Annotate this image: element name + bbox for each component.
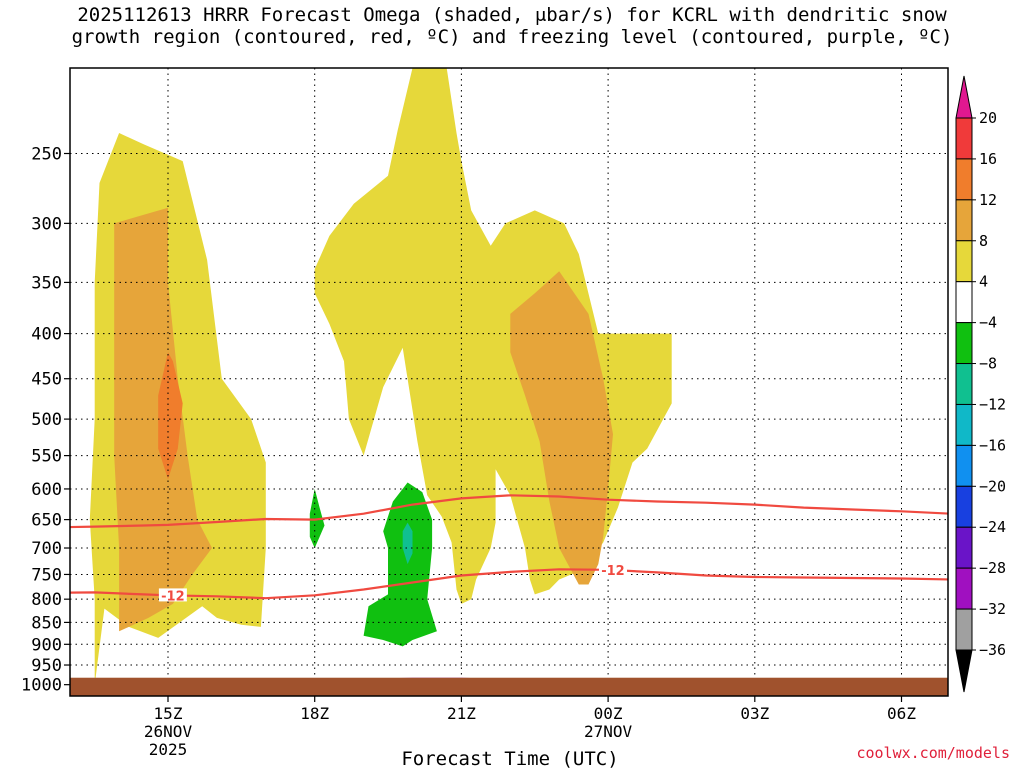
colorbar-label-10: −24 (979, 518, 1006, 536)
colorbar-swatch-8 (955, 444, 973, 487)
contour-label-1a: -12 (161, 589, 185, 604)
y-tick-label-950: 950 (31, 656, 62, 676)
x-tick-label-00Z: 00Z (594, 704, 623, 723)
y-tick-label-250: 250 (31, 144, 62, 164)
colorbar-swatch-11 (955, 567, 973, 610)
contour-label-bg-1a (158, 588, 187, 602)
colorbar-bottom-arrow (955, 649, 973, 693)
y-tick-label-300: 300 (31, 214, 62, 234)
contour-label-1b: -12 (601, 564, 625, 579)
colorbar-label-0: 20 (979, 109, 997, 127)
colorbar-swatch-5 (955, 322, 973, 365)
y-tick-label-1000: 1000 (21, 676, 62, 696)
x-tick-label-06Z: 06Z (887, 704, 916, 723)
colorbar-label-11: −28 (979, 559, 1006, 577)
colorbar-label-7: −12 (979, 395, 1006, 413)
colorbar-label-5: −4 (979, 314, 997, 332)
colorbar-swatch-3 (955, 240, 973, 283)
colorbar-label-3: 8 (979, 232, 988, 250)
x-tick-label-21Z: 21Z (447, 704, 476, 723)
x-tick-label-15Z: 15Z (154, 704, 183, 723)
y-tick-label-750: 750 (31, 565, 62, 585)
y-tick-label-500: 500 (31, 410, 62, 430)
colorbar-swatch-7 (955, 403, 973, 446)
x-tick-label-18Z: 18Z (300, 704, 329, 723)
y-tick-label-350: 350 (31, 273, 62, 293)
colorbar-label-6: −8 (979, 355, 997, 373)
y-tick-label-800: 800 (31, 590, 62, 610)
credit-text: coolwx.com/models (856, 744, 1010, 762)
colorbar-label-1: 16 (979, 150, 997, 168)
plot-frame (69, 67, 949, 697)
y-tick-label-700: 700 (31, 539, 62, 559)
colorbar-swatch-6 (955, 363, 973, 405)
dgz-contour-0 (70, 494, 948, 529)
colorbar-top-arrow (955, 75, 973, 119)
colorbar-label-8: −16 (979, 436, 1006, 454)
colorbar-swatch-0 (955, 117, 973, 160)
y-tick-label-600: 600 (31, 480, 62, 500)
colorbar-label-13: −36 (979, 641, 1006, 659)
omega-region-1 (314, 68, 672, 604)
colorbar-swatch-2 (955, 199, 973, 242)
y-tick-label-850: 850 (31, 613, 62, 633)
chart-title-line-1: 2025112613 HRRR Forecast Omega (shaded, … (77, 4, 947, 26)
x-axis-label: Forecast Time (UTC) (401, 748, 618, 768)
colorbar-label-9: −20 (979, 477, 1006, 495)
x-tick-label-03Z: 03Z (740, 704, 769, 723)
terrain-surface (70, 677, 948, 696)
y-tick-label-900: 900 (31, 635, 62, 655)
colorbar-swatch-12 (955, 608, 973, 651)
omega-region-6 (402, 522, 413, 565)
x-tick-sublabel-15Z-0: 26NOV (144, 722, 193, 741)
colorbar-swatch-1 (955, 158, 973, 201)
chart-title: 2025112613 HRRR Forecast Omega (shaded, … (0, 4, 1024, 48)
omega-region-5 (363, 482, 437, 647)
y-tick-label-650: 650 (31, 511, 62, 531)
colorbar-swatch-4 (955, 281, 973, 324)
colorbar-swatch-10 (955, 526, 973, 569)
colorbar-label-4: 4 (979, 273, 988, 291)
colorbar-label-2: 12 (979, 191, 997, 209)
y-tick-label-450: 450 (31, 370, 62, 390)
y-tick-label-550: 550 (31, 447, 62, 467)
y-tick-label-400: 400 (31, 325, 62, 345)
chart-title-line-2: growth region (contoured, red, ºC) and f… (71, 26, 953, 48)
colorbar-label-12: −32 (979, 600, 1006, 618)
omega-region-4 (158, 352, 183, 480)
colorbar-swatch-9 (955, 485, 973, 528)
contour-label-bg-1b (598, 563, 627, 577)
omega-region-3 (510, 271, 613, 585)
x-tick-sublabel-15Z-1: 2025 (149, 740, 188, 759)
x-tick-sublabel-00Z-0: 27NOV (584, 722, 633, 741)
